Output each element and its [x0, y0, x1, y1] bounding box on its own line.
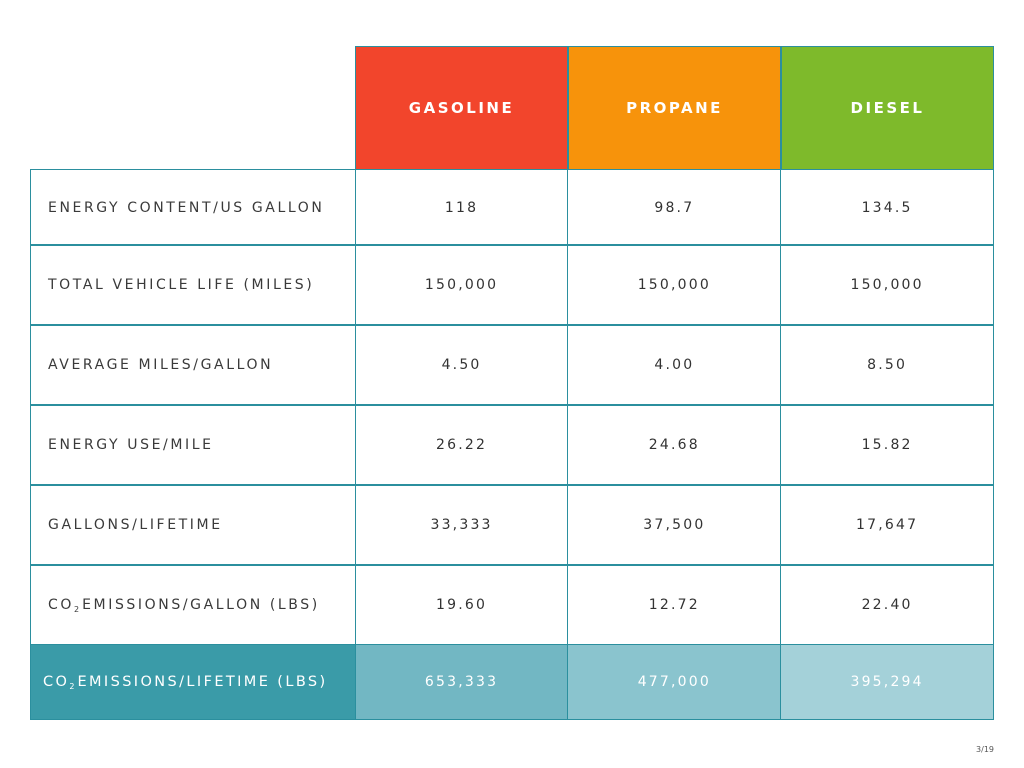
- cell-propane: 12.72: [567, 564, 782, 646]
- cell-propane: 4.00: [567, 324, 782, 406]
- row-label-text: GALLONS/LIFETIME: [48, 517, 223, 533]
- footer-cell-diesel: 395,294: [780, 644, 995, 720]
- table-row: AVERAGE MILES/GALLON 4.50 4.00 8.50: [30, 324, 995, 406]
- cell-diesel: 8.50: [780, 324, 995, 406]
- cell-value: 22.40: [861, 597, 913, 613]
- row-label: ENERGY USE/MILE: [30, 404, 356, 486]
- table-footer-row: CO 2 EMISSIONS/LIFETIME (LBS) 653,333 477…: [30, 644, 995, 720]
- cell-diesel: 17,647: [780, 484, 995, 566]
- cell-gasoline: 26.22: [354, 404, 569, 486]
- row-label: AVERAGE MILES/GALLON: [30, 324, 356, 406]
- cell-value: 134.5: [861, 199, 913, 216]
- table-row: TOTAL VEHICLE LIFE (MILES) 150,000 150,0…: [30, 244, 995, 326]
- cell-gasoline: 118: [354, 169, 569, 246]
- cell-value: 98.7: [654, 199, 695, 216]
- cell-value: 8.50: [867, 357, 908, 373]
- cell-propane: 98.7: [567, 169, 782, 246]
- header-diesel-label: DIESEL: [850, 99, 925, 117]
- row-label-text: ENERGY CONTENT/US GALLON: [48, 199, 325, 216]
- table-row: ENERGY CONTENT/US GALLON 118 98.7 134.5: [30, 169, 995, 246]
- cell-value: 37,500: [643, 517, 706, 533]
- row-label-prefix: CO: [48, 597, 74, 613]
- header-gasoline: GASOLINE: [355, 46, 568, 170]
- cell-value: 150,000: [850, 277, 924, 293]
- table-row: CO 2 EMISSIONS/GALLON (LBS) 19.60 12.72 2…: [30, 564, 995, 646]
- cell-propane: 150,000: [567, 244, 782, 326]
- cell-value: 150,000: [424, 277, 499, 293]
- footer-label-prefix: CO: [43, 674, 70, 690]
- cell-value: 118: [444, 199, 479, 216]
- cell-value: 395,294: [850, 674, 924, 690]
- cell-gasoline: 19.60: [354, 564, 569, 646]
- row-label: CO 2 EMISSIONS/GALLON (LBS): [30, 564, 356, 646]
- header-diesel: DIESEL: [781, 46, 994, 170]
- cell-value: 24.68: [648, 437, 700, 453]
- cell-propane: 37,500: [567, 484, 782, 566]
- cell-value: 15.82: [861, 437, 913, 453]
- cell-value: 653,333: [424, 674, 499, 690]
- row-label-text: TOTAL VEHICLE LIFE (MILES): [48, 277, 315, 293]
- cell-value: 12.72: [648, 597, 700, 613]
- cell-diesel: 150,000: [780, 244, 995, 326]
- row-label: ENERGY CONTENT/US GALLON: [30, 169, 356, 246]
- cell-value: 477,000: [637, 674, 711, 690]
- table-row: GALLONS/LIFETIME 33,333 37,500 17,647: [30, 484, 995, 566]
- page-number: 3/19: [976, 745, 994, 754]
- cell-value: 150,000: [637, 277, 711, 293]
- row-label: GALLONS/LIFETIME: [30, 484, 356, 566]
- header-propane: PROPANE: [568, 46, 781, 170]
- footer-cell-gasoline: 653,333: [354, 644, 569, 720]
- cell-gasoline: 4.50: [354, 324, 569, 406]
- row-label-text: AVERAGE MILES/GALLON: [48, 357, 274, 373]
- cell-value: 26.22: [436, 437, 488, 453]
- cell-value: 33,333: [430, 517, 493, 533]
- cell-propane: 24.68: [567, 404, 782, 486]
- cell-diesel: 22.40: [780, 564, 995, 646]
- cell-diesel: 15.82: [780, 404, 995, 486]
- row-label-text: ENERGY USE/MILE: [48, 437, 214, 453]
- cell-value: 4.00: [654, 357, 695, 373]
- cell-value: 17,647: [856, 517, 919, 533]
- row-label: TOTAL VEHICLE LIFE (MILES): [30, 244, 356, 326]
- cell-gasoline: 33,333: [354, 484, 569, 566]
- row-label-text: EMISSIONS/GALLON (LBS): [82, 597, 320, 613]
- cell-diesel: 134.5: [780, 169, 995, 246]
- footer-label-text: EMISSIONS/LIFETIME (LBS): [77, 674, 328, 690]
- row-label-subscript: 2: [74, 604, 80, 614]
- cell-value: 19.60: [436, 597, 488, 613]
- footer-label: CO 2 EMISSIONS/LIFETIME (LBS): [30, 644, 356, 720]
- footer-cell-propane: 477,000: [567, 644, 782, 720]
- table-row: ENERGY USE/MILE 26.22 24.68 15.82: [30, 404, 995, 486]
- footer-label-subscript: 2: [69, 681, 75, 691]
- header-propane-label: PROPANE: [626, 99, 723, 117]
- cell-gasoline: 150,000: [354, 244, 569, 326]
- header-gasoline-label: GASOLINE: [408, 99, 515, 117]
- cell-value: 4.50: [441, 357, 482, 373]
